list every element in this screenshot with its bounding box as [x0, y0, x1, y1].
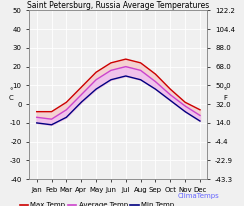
- Text: ClimaTemps: ClimaTemps: [178, 193, 220, 199]
- Legend: Max Temp, Average Temp, Min Temp: Max Temp, Average Temp, Min Temp: [17, 200, 177, 206]
- Text: °
F: ° F: [223, 88, 227, 101]
- Title: Saint Petersburg, Russia Average Temperatures: Saint Petersburg, Russia Average Tempera…: [27, 1, 209, 9]
- Text: °
C: ° C: [9, 88, 14, 101]
